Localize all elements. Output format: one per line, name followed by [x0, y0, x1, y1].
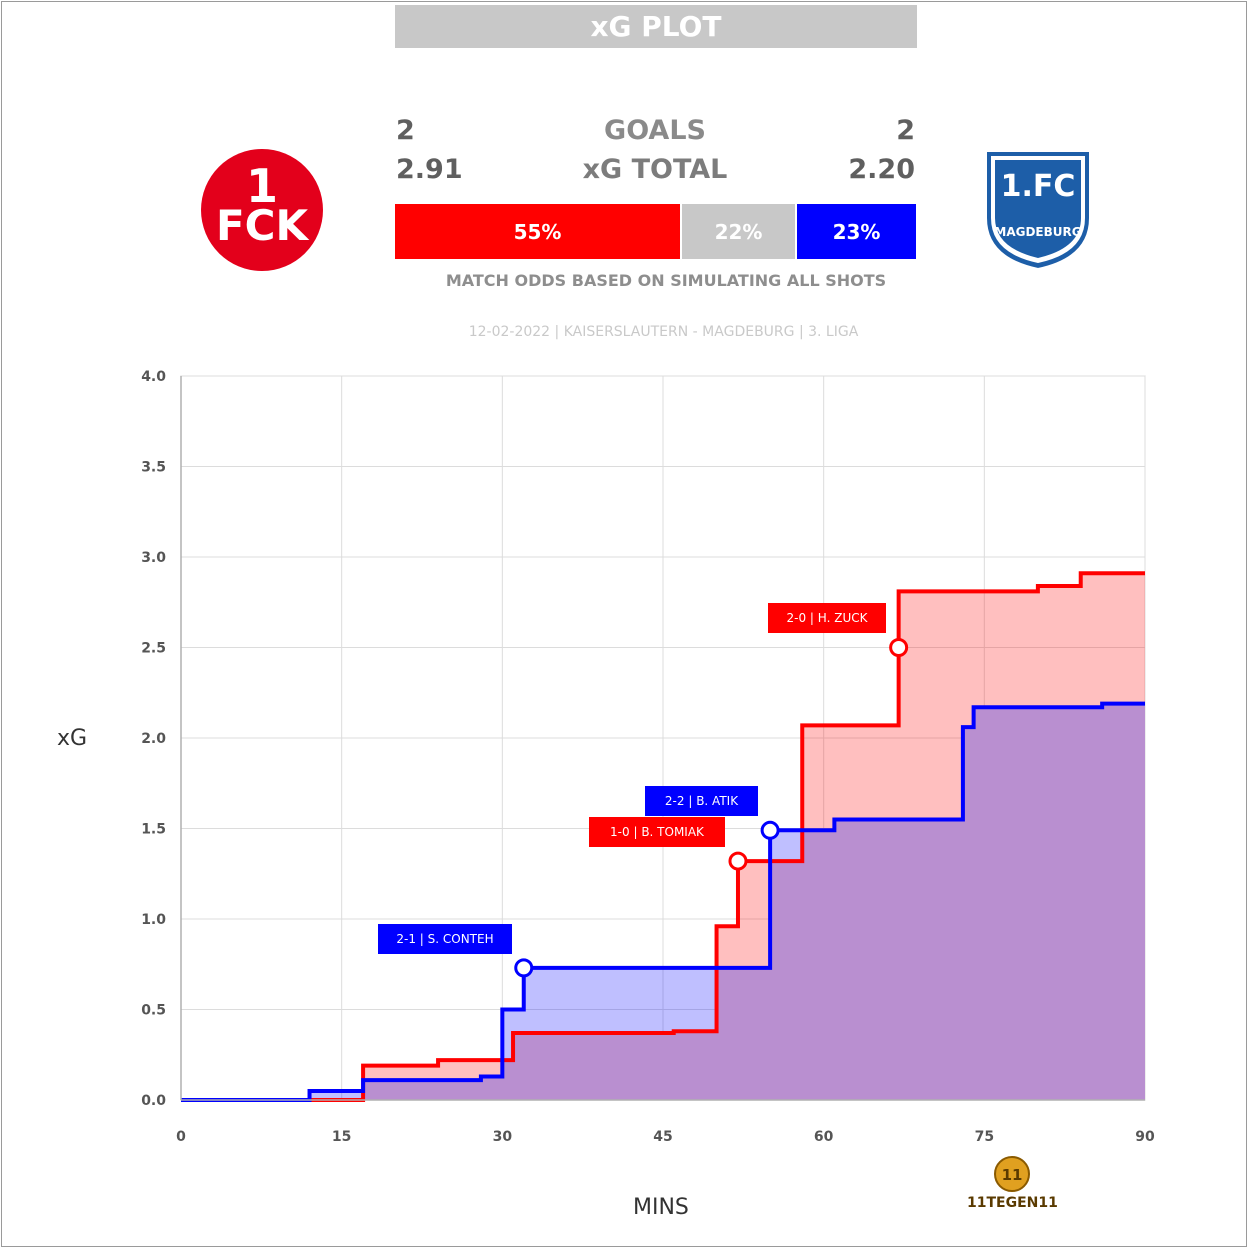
goals-label: GOALS: [604, 115, 706, 146]
home-team-logo: 1 FCK: [201, 149, 323, 271]
x-tick-label: 0: [176, 1129, 186, 1145]
y-tick-label: 3.5: [141, 460, 166, 476]
home-win-odds: 55%: [395, 204, 680, 259]
x-tick-label: 15: [332, 1129, 351, 1145]
home-goals: 2: [396, 115, 415, 146]
y-tick-label: 3.0: [141, 550, 166, 566]
away-xg-total: 2.20: [848, 154, 915, 185]
x-tick-label: 60: [814, 1129, 834, 1145]
away-logo-bottom: MAGDEBURG: [994, 225, 1081, 239]
x-axis-title: MINS: [633, 1195, 689, 1220]
goal-annotation: 2-2 | B. ATIK: [645, 786, 758, 816]
y-tick-label: 4.0: [141, 369, 166, 385]
draw-odds: 22%: [682, 204, 795, 259]
y-tick-label: 0.5: [141, 1003, 166, 1019]
y-axis-title: xG: [57, 726, 88, 751]
y-tick-label: 2.0: [141, 731, 166, 747]
x-tick-label: 30: [493, 1129, 513, 1145]
brand-text: 11TEGEN11: [967, 1195, 1058, 1211]
goal-annotation: 2-1 | S. CONTEH: [378, 924, 512, 954]
x-tick-label: 90: [1135, 1129, 1155, 1145]
home-logo-top: 1: [246, 159, 278, 213]
home-xg-line: [181, 571, 1145, 1102]
away-goals: 2: [896, 115, 915, 146]
away-xg-line: [181, 701, 1145, 1102]
goal-marker: [728, 851, 748, 871]
home-xg-total: 2.91: [396, 154, 463, 185]
away-win-odds: 23%: [797, 204, 916, 259]
chart-title: xG PLOT: [395, 5, 917, 48]
brand-icon: 11: [994, 1156, 1030, 1192]
goal-annotation: 1-0 | B. TOMIAK: [589, 817, 725, 847]
svg-text:11: 11: [1002, 1166, 1023, 1184]
home-logo-mid: FCK: [216, 201, 310, 250]
away-logo-top: 1.FC: [1001, 169, 1076, 204]
goal-marker: [889, 638, 909, 657]
match-info: 12-02-2022 | KAISERSLAUTERN - MAGDEBURG …: [468, 324, 859, 340]
goal-marker: [514, 958, 534, 978]
y-tick-label: 1.0: [141, 912, 166, 928]
odds-note: MATCH ODDS BASED ON SIMULATING ALL SHOTS: [445, 271, 887, 290]
x-tick-label: 75: [975, 1129, 994, 1145]
goal-annotation: 2-0 | H. ZUCK: [768, 603, 886, 633]
y-tick-label: 0.0: [141, 1093, 166, 1109]
away-team-logo: 1.FC MAGDEBURG: [985, 150, 1091, 271]
goal-marker: [760, 820, 780, 840]
overlap-xg-area: [181, 703, 1145, 1100]
y-tick-label: 2.5: [141, 641, 166, 657]
xg-total-label: xG TOTAL: [582, 154, 728, 185]
x-tick-label: 45: [653, 1129, 672, 1145]
y-tick-label: 1.5: [141, 822, 166, 838]
